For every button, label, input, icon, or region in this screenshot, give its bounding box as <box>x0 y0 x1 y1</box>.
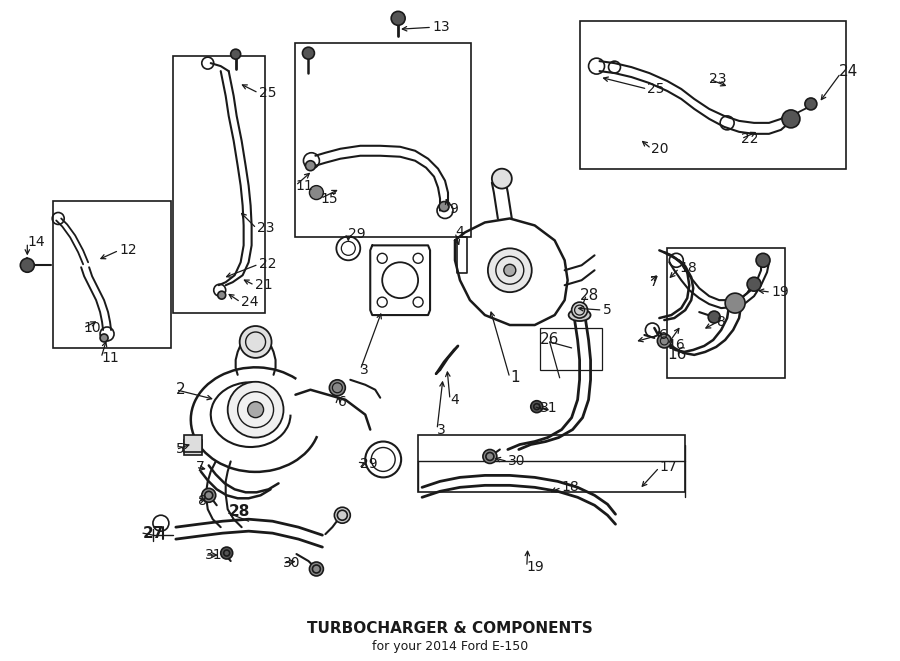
Text: 23: 23 <box>256 221 274 235</box>
Text: 11: 11 <box>295 178 313 192</box>
Text: 17: 17 <box>660 461 677 475</box>
Circle shape <box>708 311 720 323</box>
Bar <box>418 434 685 492</box>
Text: 9: 9 <box>449 202 458 215</box>
Bar <box>184 434 202 453</box>
Text: 31: 31 <box>205 548 222 562</box>
Circle shape <box>657 334 671 348</box>
Circle shape <box>335 507 350 524</box>
Text: 11: 11 <box>101 351 119 365</box>
Text: 12: 12 <box>119 243 137 257</box>
Circle shape <box>805 98 817 110</box>
Bar <box>173 56 265 313</box>
Circle shape <box>756 253 770 267</box>
Bar <box>53 200 171 348</box>
Text: 16: 16 <box>667 338 685 352</box>
Circle shape <box>531 401 543 412</box>
Text: 3: 3 <box>360 363 369 377</box>
Circle shape <box>329 380 346 396</box>
Bar <box>184 440 202 455</box>
Circle shape <box>248 402 264 418</box>
Text: 25: 25 <box>258 86 276 100</box>
Text: 24: 24 <box>839 63 858 79</box>
Circle shape <box>392 11 405 25</box>
Bar <box>295 43 471 237</box>
Text: 20: 20 <box>652 141 669 156</box>
Circle shape <box>483 449 497 463</box>
Text: 10: 10 <box>83 321 101 335</box>
Text: 6: 6 <box>660 328 668 342</box>
Text: 15: 15 <box>320 192 338 206</box>
Text: TURBOCHARGER & COMPONENTS: TURBOCHARGER & COMPONENTS <box>307 621 593 637</box>
Circle shape <box>230 49 240 59</box>
Text: 16: 16 <box>667 348 687 362</box>
Text: 22: 22 <box>258 257 276 271</box>
Text: 21: 21 <box>255 278 272 292</box>
Text: 4: 4 <box>450 393 459 407</box>
Circle shape <box>572 302 588 318</box>
Bar <box>580 21 846 169</box>
Text: 14: 14 <box>27 235 45 249</box>
Text: 27: 27 <box>143 525 165 541</box>
Text: 5: 5 <box>602 303 611 317</box>
Circle shape <box>202 488 216 502</box>
Circle shape <box>310 186 323 200</box>
Circle shape <box>439 202 449 212</box>
Text: 7: 7 <box>196 461 204 475</box>
Circle shape <box>302 47 314 59</box>
Circle shape <box>488 249 532 292</box>
Text: 24: 24 <box>240 295 258 309</box>
Text: 5: 5 <box>176 442 184 457</box>
Text: 30: 30 <box>508 455 526 469</box>
Bar <box>540 328 601 370</box>
Text: 18: 18 <box>680 261 697 275</box>
Text: 25: 25 <box>647 82 665 96</box>
Text: 19: 19 <box>526 560 544 574</box>
Circle shape <box>220 547 233 559</box>
Text: 7: 7 <box>650 275 658 290</box>
Text: 29: 29 <box>348 227 366 241</box>
Text: 6: 6 <box>338 395 347 408</box>
Text: 26: 26 <box>540 332 559 348</box>
Circle shape <box>21 258 34 272</box>
Text: 2: 2 <box>176 382 185 397</box>
Circle shape <box>218 291 226 299</box>
Text: for your 2014 Ford E-150: for your 2014 Ford E-150 <box>372 640 528 653</box>
Circle shape <box>305 161 315 171</box>
Text: 4: 4 <box>455 225 464 239</box>
Bar <box>667 249 785 378</box>
Circle shape <box>228 382 284 438</box>
Circle shape <box>725 293 745 313</box>
Text: 28: 28 <box>229 504 250 519</box>
Text: 31: 31 <box>540 401 557 414</box>
Text: 23: 23 <box>709 72 726 86</box>
Text: 28: 28 <box>580 288 598 303</box>
Text: 1: 1 <box>509 370 519 385</box>
Circle shape <box>239 326 272 358</box>
Text: 8: 8 <box>198 494 207 508</box>
Text: 19: 19 <box>771 285 788 299</box>
Text: 3: 3 <box>437 422 446 436</box>
Circle shape <box>782 110 800 128</box>
Text: 29: 29 <box>360 457 378 471</box>
Text: 22: 22 <box>741 132 759 146</box>
Circle shape <box>504 264 516 276</box>
Circle shape <box>100 334 108 342</box>
Circle shape <box>492 169 512 188</box>
Text: 13: 13 <box>432 20 450 34</box>
Ellipse shape <box>569 309 590 321</box>
Circle shape <box>747 277 761 291</box>
Circle shape <box>310 562 323 576</box>
Text: 30: 30 <box>283 556 300 570</box>
Text: 18: 18 <box>562 481 580 494</box>
Text: 8: 8 <box>717 315 726 329</box>
